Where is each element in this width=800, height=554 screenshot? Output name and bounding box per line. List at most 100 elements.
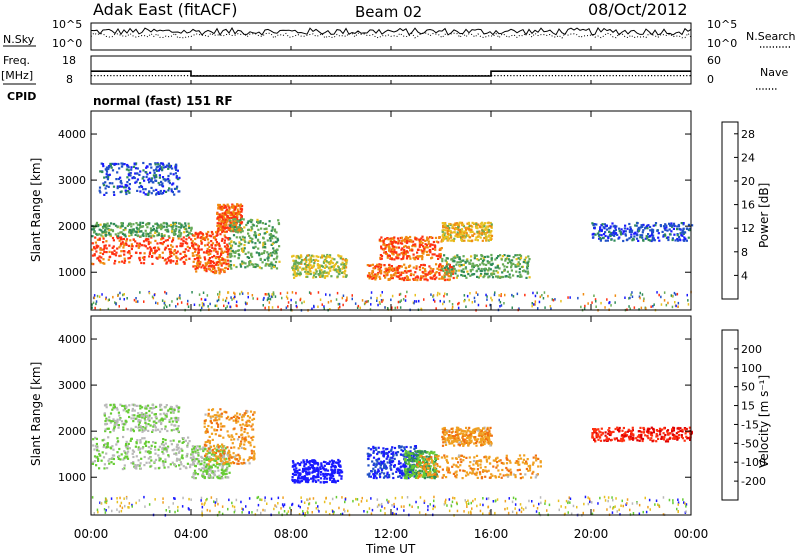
echo-point [442,232,445,235]
echo-point [116,185,119,188]
echo-point [182,250,185,254]
echo-point [325,265,328,268]
echo-point [130,437,133,440]
echo-point [467,226,471,229]
echo-point [434,248,437,251]
clutter-point [645,307,647,310]
echo-point [440,269,443,272]
echo-point [130,233,133,237]
echo-point [601,223,604,226]
clutter-point [629,307,631,310]
echo-point [126,176,129,179]
echo-point [204,236,207,240]
echo-point [142,415,145,418]
echo-point [189,466,192,469]
echo-point [238,226,241,229]
echo-point [136,230,139,233]
echo-point [135,162,138,165]
echo-point [120,185,124,188]
clutter-point [379,294,382,297]
echo-point [206,238,210,241]
echo-point [409,238,412,242]
clutter-point [351,294,353,297]
echo-point [210,476,214,479]
echo-point [95,250,98,253]
echo-point [386,254,389,258]
clutter-point [186,302,189,306]
echo-point [371,263,374,266]
clutter-point [329,308,331,311]
echo-point [175,404,178,407]
echo-point [193,460,196,463]
echo-point [520,265,523,269]
echo-point [209,261,212,264]
echo-point [135,467,138,470]
power-ytick-label: 1000 [58,266,86,279]
echo-point [471,273,474,276]
echo-point [479,225,482,228]
echo-point [510,262,513,265]
clutter-point [361,299,364,302]
echo-point [409,249,412,252]
echo-point [524,256,528,259]
echo-point [136,189,139,192]
echo-point [299,477,302,480]
echo-point [263,232,266,235]
echo-point [173,464,177,467]
echo-point [243,443,246,446]
echo-point [114,259,117,263]
echo-point [442,226,445,229]
echo-point [257,247,260,250]
echo-point [372,274,375,277]
echo-point [125,243,128,246]
echo-point [475,223,478,226]
clutter-point [633,306,636,309]
echo-point [400,240,403,243]
echo-point [169,248,173,251]
echo-point [198,445,201,448]
echo-point [160,428,163,431]
echo-point [96,449,99,452]
echo-point [412,277,415,281]
clutter-point [469,292,471,295]
echo-point [460,269,463,272]
echo-point [226,226,229,229]
echo-point [452,227,455,230]
echo-point [143,179,146,182]
echo-point [452,265,455,268]
echo-point [139,441,142,444]
echo-point [635,224,638,227]
echo-point [633,232,637,235]
echo-point [207,414,210,417]
echo-point [241,249,244,252]
echo-point [321,274,324,277]
echo-point [197,259,200,262]
echo-point [119,403,122,406]
echo-point [392,453,395,456]
echo-point [395,257,398,260]
echo-point [276,248,279,251]
echo-point [137,228,140,231]
echo-point [398,267,401,270]
echo-point [322,254,326,258]
echo-point [210,244,213,247]
echo-point [247,459,250,462]
echo-point [323,276,326,279]
echo-point [388,263,391,266]
echo-point [218,218,221,221]
echo-point [143,252,146,255]
echo-point [190,241,193,245]
echo-point [150,186,153,189]
echo-point [106,446,109,449]
echo-point [296,462,299,465]
echo-point [157,428,160,431]
echo-point [380,236,383,239]
echo-point [155,417,158,420]
echo-point [228,242,231,245]
echo-point [390,448,393,451]
echo-point [148,163,151,166]
echo-point [305,256,308,259]
echo-point [319,270,322,273]
echo-point [111,445,114,448]
echo-point [220,468,223,472]
